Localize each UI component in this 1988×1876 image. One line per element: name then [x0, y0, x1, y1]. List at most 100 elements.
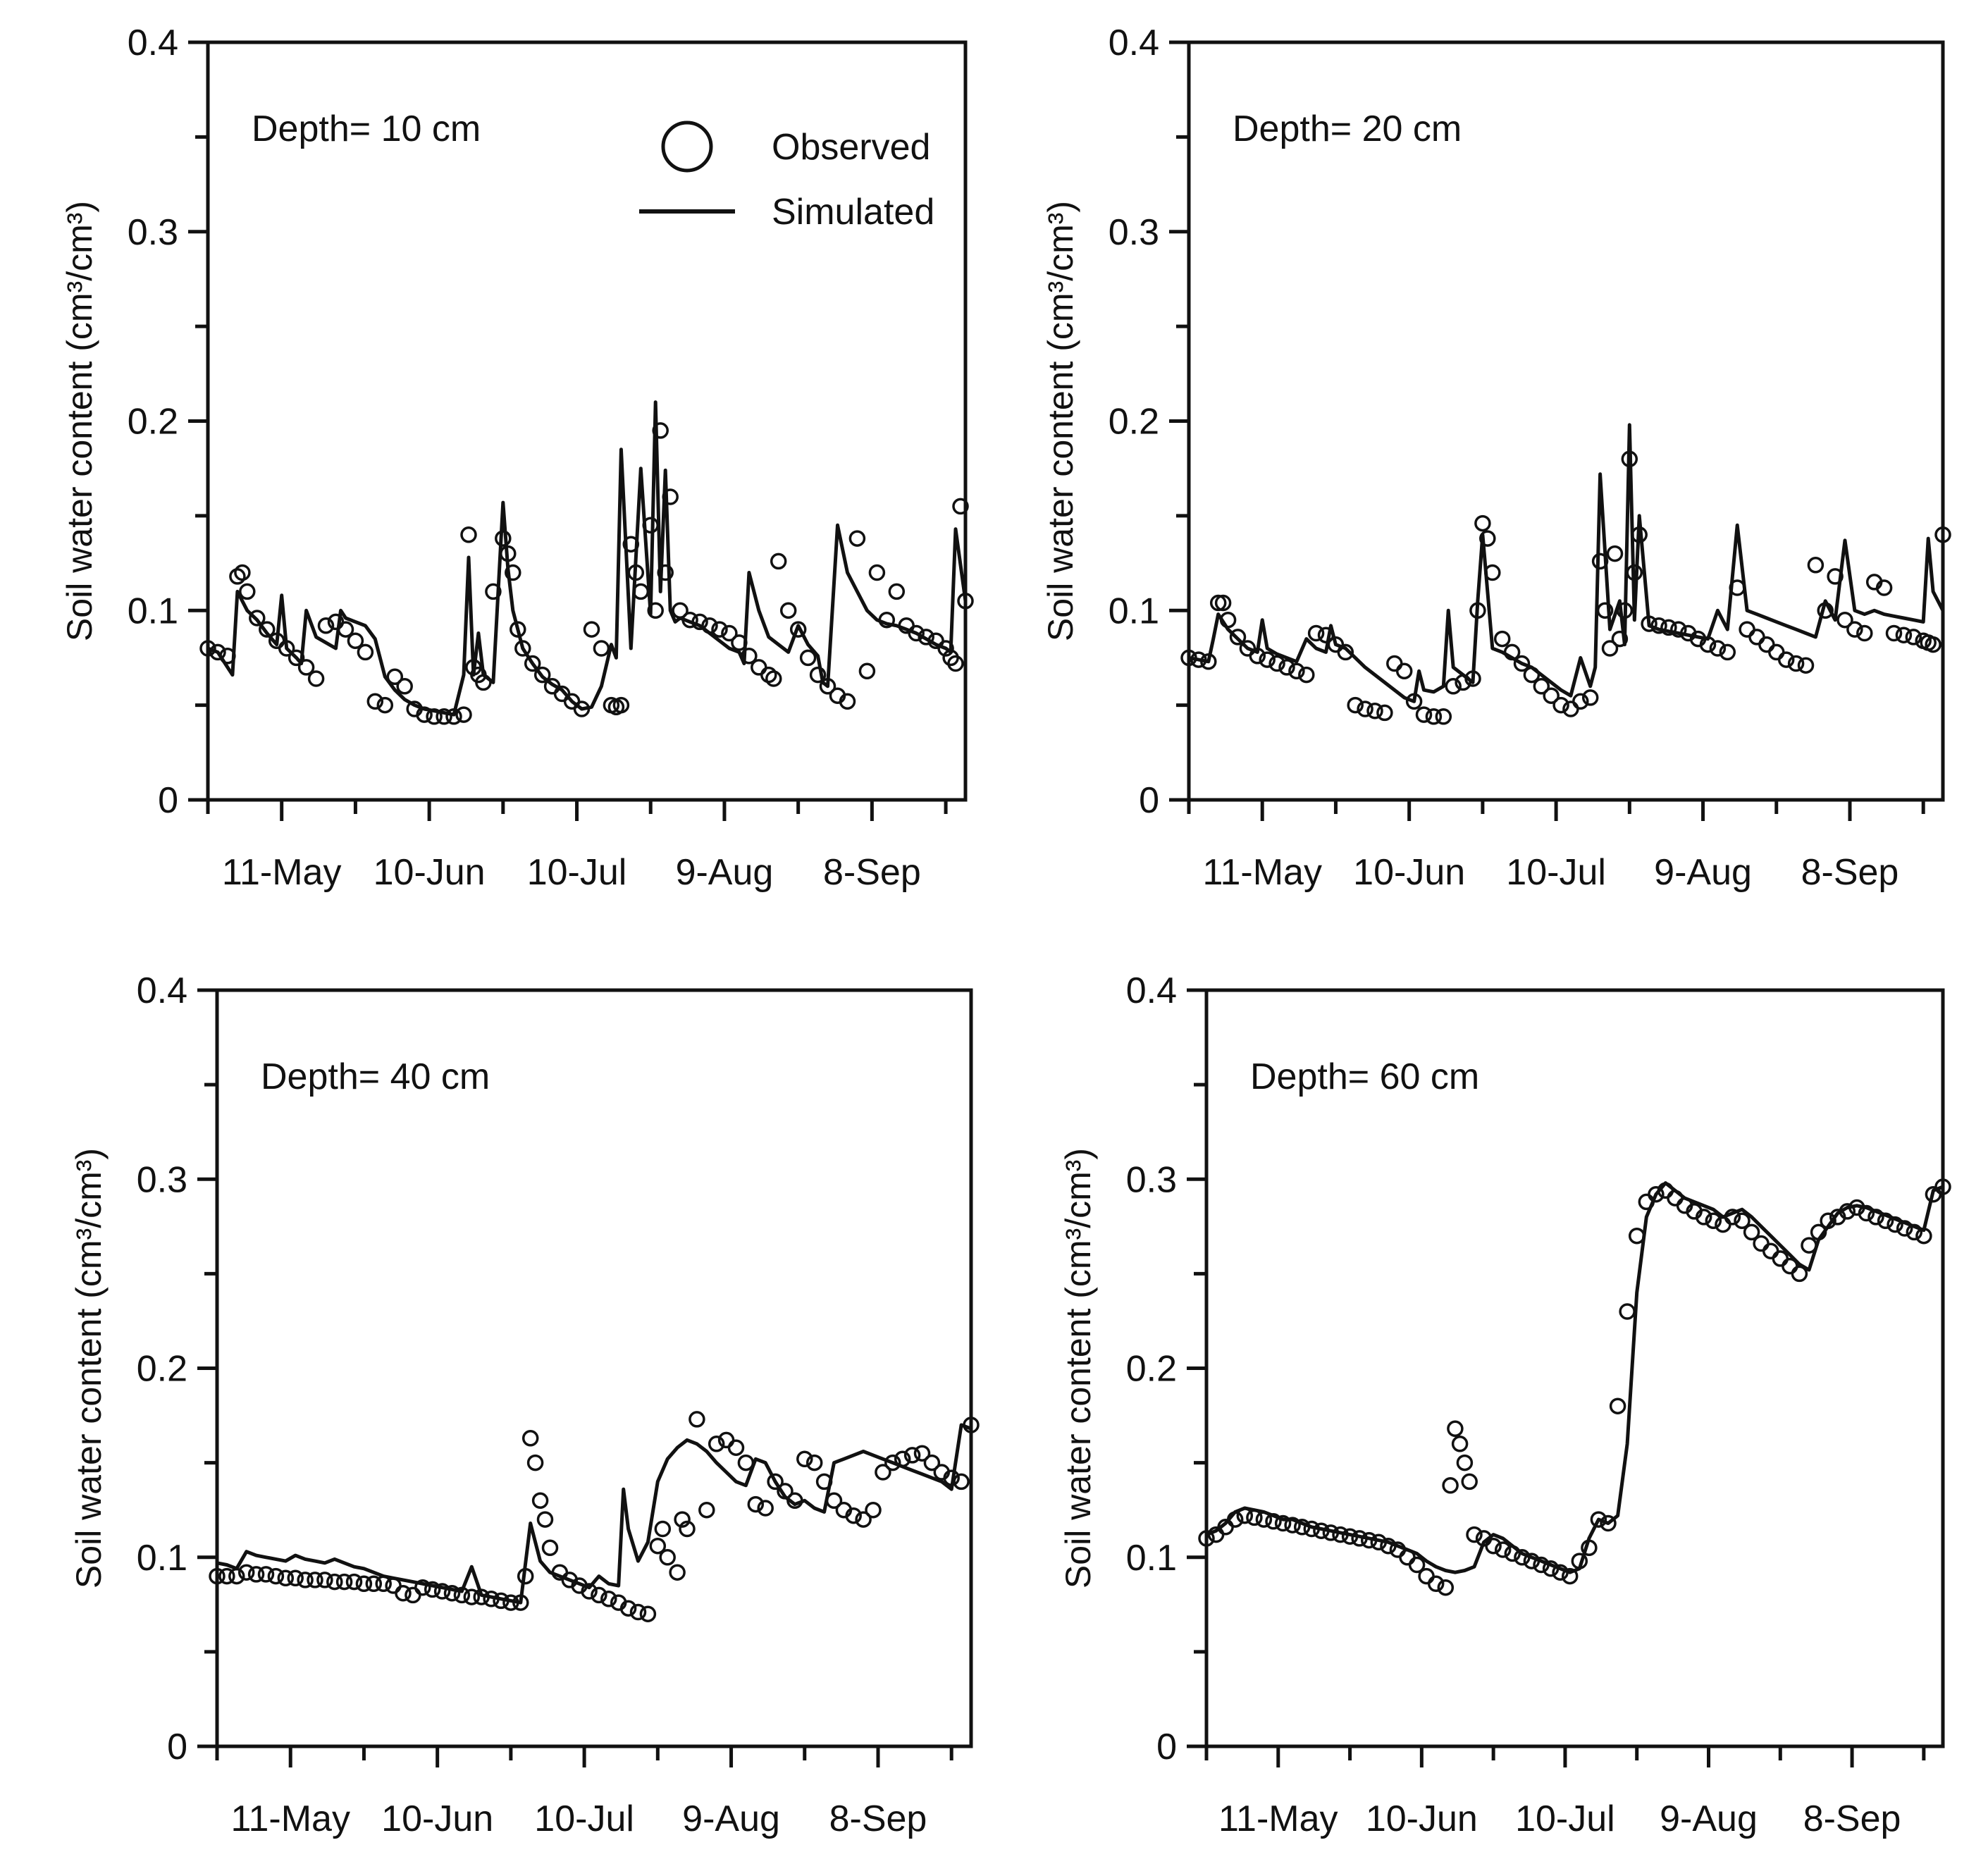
y-tick-label: 0.3 — [128, 212, 178, 253]
observed-point — [521, 1430, 539, 1447]
observed-point — [1484, 564, 1501, 581]
observed-point — [805, 1454, 823, 1471]
observed-point — [505, 564, 521, 581]
observed-point — [396, 678, 413, 695]
observed-point — [1777, 651, 1795, 668]
observed-point — [1455, 674, 1471, 691]
observed-point — [1648, 1185, 1665, 1203]
observed-point — [629, 1603, 647, 1621]
observed-point — [727, 1439, 745, 1456]
observed-point — [1376, 704, 1393, 722]
observed-point — [1695, 1209, 1712, 1226]
observed-point — [1906, 1223, 1923, 1241]
observed-point — [1445, 678, 1462, 695]
observed-point — [1650, 617, 1667, 634]
observed-point — [583, 621, 600, 638]
observed-point — [345, 1573, 363, 1591]
legend-simulated-label: Simulated — [772, 192, 934, 233]
observed-point — [1513, 655, 1531, 672]
observed-point — [1236, 1507, 1254, 1524]
observed-point — [612, 696, 630, 714]
observed-point — [485, 583, 502, 600]
observed-point — [355, 1575, 373, 1593]
observed-point — [1596, 602, 1614, 619]
y-tick-label: 0 — [1139, 780, 1159, 821]
observed-point — [711, 621, 728, 638]
observed-point — [1284, 1517, 1301, 1533]
depth-annotation: Depth= 20 cm — [1233, 109, 1462, 149]
observed-point — [1322, 1524, 1340, 1541]
observed-point — [957, 593, 974, 610]
observed-point — [395, 1584, 412, 1602]
observed-point — [1469, 602, 1486, 619]
observed-point — [963, 1417, 980, 1433]
y-tick-label: 0.2 — [1126, 1349, 1177, 1390]
x-tick-label: 11-May — [1202, 852, 1322, 893]
observed-point — [316, 1572, 333, 1588]
observed-point — [721, 624, 738, 642]
panel-depth-20: 0 0.1 0.2 0.3 0.4 11-May 10-Jun 10-Jul 9-Aug 8-Se… — [1041, 23, 1951, 893]
observed-point — [884, 1454, 901, 1471]
legend-observed-marker — [661, 121, 713, 173]
observed-point — [1552, 696, 1569, 714]
observed-point — [257, 1566, 275, 1583]
y-tick-label: 0.3 — [137, 1159, 187, 1200]
y-tick-label: 0 — [158, 780, 178, 821]
y-tick-label: 0.4 — [128, 23, 178, 63]
observed-point — [619, 1600, 637, 1617]
observed-point — [1293, 1519, 1311, 1536]
observed-point — [858, 662, 876, 680]
x-tick-label: 10-Jul — [1515, 1798, 1615, 1839]
observed-point — [1474, 514, 1491, 532]
observed-point — [1214, 594, 1232, 612]
depth-annotation: Depth= 10 cm — [252, 109, 481, 149]
observed-point — [228, 1567, 245, 1585]
observed-point — [1896, 1220, 1913, 1237]
observed-point — [659, 1549, 676, 1566]
observed-point — [287, 1569, 304, 1587]
observed-point — [591, 1586, 607, 1604]
observed-point — [908, 624, 925, 642]
observed-point — [1456, 1454, 1474, 1471]
observed-point — [1360, 1531, 1378, 1549]
observed-point — [445, 708, 462, 725]
observed-point — [878, 611, 896, 629]
observed-point — [199, 640, 216, 657]
observed-point — [267, 1567, 285, 1585]
y-tick-label: 0.4 — [1109, 23, 1159, 63]
observed-point — [436, 708, 452, 725]
observed-point — [1514, 1549, 1531, 1566]
observed-point — [493, 1592, 510, 1610]
observed-point — [375, 1575, 392, 1593]
observed-point — [1278, 659, 1295, 676]
observed-point — [460, 526, 477, 543]
x-tick-label: 9-Aug — [682, 1798, 780, 1839]
observed-point — [1523, 666, 1541, 684]
observed-point — [1317, 627, 1335, 643]
observed-point — [1934, 526, 1951, 543]
observed-point — [1405, 693, 1423, 710]
observed-point — [1395, 662, 1413, 680]
observed-point — [1836, 611, 1853, 629]
observed-point — [1366, 702, 1383, 720]
observed-point — [855, 1511, 872, 1528]
observed-point — [455, 706, 472, 723]
observed-point — [1817, 602, 1834, 619]
observed-point — [943, 1469, 960, 1486]
observed-point — [1925, 636, 1941, 653]
observed-point — [357, 643, 374, 661]
observed-point — [1451, 1436, 1469, 1452]
observed-point — [278, 640, 295, 657]
observed-point — [531, 1492, 549, 1510]
observed-point — [1288, 662, 1305, 680]
observed-point — [1827, 568, 1844, 585]
observed-point — [1581, 689, 1599, 706]
observed-point — [865, 1501, 882, 1519]
observed-point — [1485, 1537, 1502, 1555]
observed-point — [1601, 640, 1619, 657]
depth-annotation: Depth= 60 cm — [1250, 1056, 1479, 1097]
observed-point — [757, 1500, 774, 1517]
observed-point — [1274, 1514, 1292, 1532]
observed-point — [1660, 619, 1677, 636]
observed-point — [297, 1572, 314, 1588]
